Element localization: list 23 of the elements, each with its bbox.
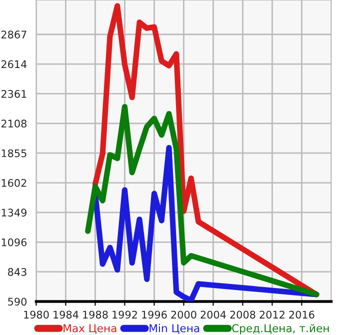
y-tick-label: 2108 [1,120,26,128]
legend-label: Min Цена [150,324,200,334]
x-tick-label: 1980 [24,310,49,319]
x-tick-label: 1996 [142,310,167,319]
y-tick-label: 2867 [1,30,26,38]
x-tick-label: 1988 [83,310,108,319]
y-tick-label: 590 [8,298,27,306]
legend-label: Сред.Цена, т.йен [232,324,329,334]
x-tick-label: 2000 [171,310,196,319]
x-tick-label: 1992 [112,310,137,319]
x-tick-label: 1984 [54,310,78,319]
y-tick-label: 1855 [2,149,26,158]
y-tick-label: 2361 [1,90,26,98]
x-tick-label: 2008 [230,310,256,319]
y-tick-label: 1602 [2,179,26,187]
y-tick-label: 2614 [1,60,27,68]
legend-label: Max Цена [64,324,116,334]
x-tick-label: 2016 [289,310,314,319]
y-tick-label: 1349 [2,208,26,217]
x-tick-label: 2012 [260,310,284,319]
y-tick-label: 1096 [2,238,27,246]
x-tick-label: 2004 [200,310,226,319]
y-tick-label: 843 [8,268,26,276]
